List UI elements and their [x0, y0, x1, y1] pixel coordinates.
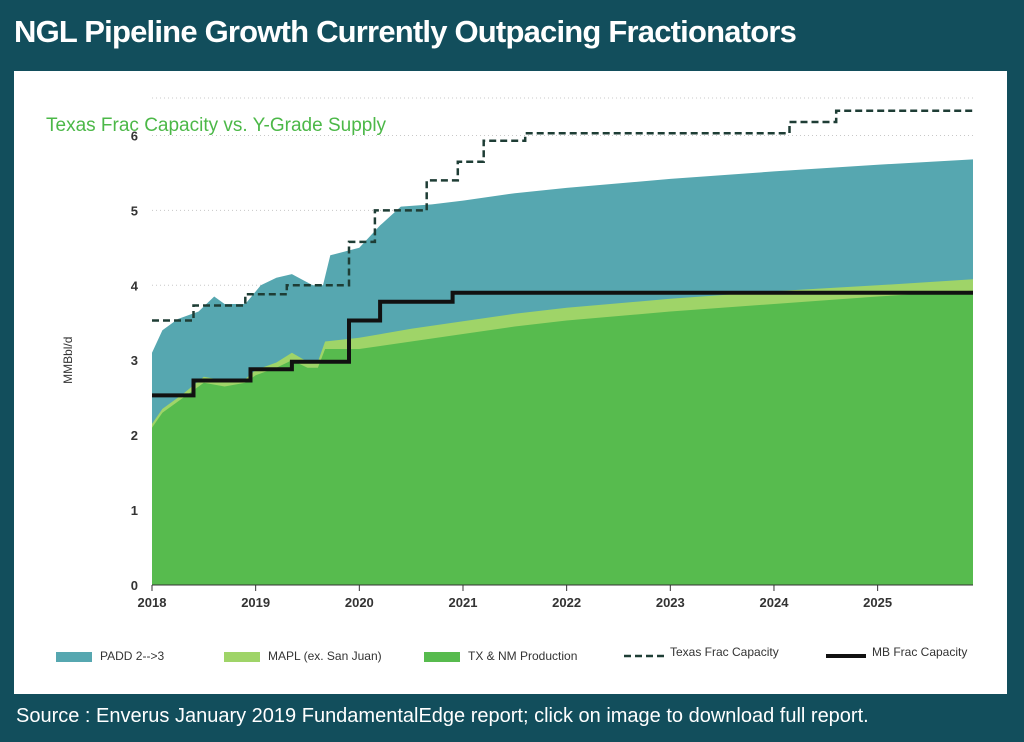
source-note: Source : Enverus January 2019 Fundamenta…: [16, 705, 869, 727]
area-tx-nm-production: [152, 290, 973, 585]
x-tick-label: 2023: [656, 595, 685, 610]
x-tick-label: 2022: [552, 595, 581, 610]
y-tick-label: 2: [131, 428, 138, 443]
legend-label-mapl: MAPL (ex. San Juan): [268, 649, 382, 663]
x-tick-label: 2020: [345, 595, 374, 610]
legend-swatch-padd: [56, 652, 92, 662]
y-axis-label: MMBbl/d: [61, 337, 75, 384]
x-tick-label: 2025: [863, 595, 892, 610]
x-tick-label: 2021: [449, 595, 478, 610]
legend-label-mb-frac: MB Frac Capacity: [872, 645, 968, 659]
x-tick-label: 2018: [138, 595, 167, 610]
legend-swatch-txnm: [424, 652, 460, 662]
x-tick-label: 2019: [241, 595, 270, 610]
legend-label-txnm: TX & NM Production: [468, 649, 578, 663]
chart-svg: 2018 2019 2020 2021 2022 2023 2024 2025 0 1 2 3 4 5 6 M…: [61, 97, 973, 610]
legend-label-padd: PADD 2-->3: [100, 649, 165, 663]
legend-swatch-texas-frac: [624, 654, 664, 658]
legend-swatch-mb-frac: [826, 654, 866, 658]
page-title: NGL Pipeline Growth Currently Outpacing …: [14, 14, 797, 49]
line-texas-frac-capacity: [152, 109, 973, 322]
y-tick-label: 6: [131, 128, 138, 143]
y-tick-label: 1: [131, 503, 138, 518]
chart-title: Texas Frac Capacity vs. Y-Grade Supply: [46, 115, 387, 136]
chart-panel: 2018 2019 2020 2021 2022 2023 2024 2025 0 1 2 3 4 5 6 M…: [14, 71, 1007, 694]
x-tick-label: 2024: [760, 595, 790, 610]
y-tick-label: 5: [131, 203, 138, 218]
legend-label-texas-frac: Texas Frac Capacity: [670, 645, 779, 659]
y-tick-label: 0: [131, 578, 138, 593]
legend-swatch-mapl: [224, 652, 260, 662]
y-tick-label: 3: [131, 353, 138, 368]
line-mb-frac-capacity: [152, 290, 973, 398]
y-tick-label: 4: [131, 278, 139, 293]
